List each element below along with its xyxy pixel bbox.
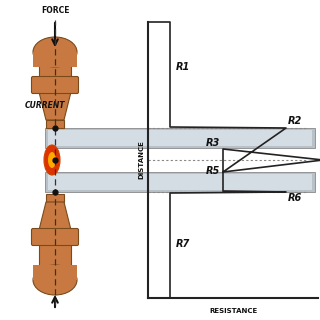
Bar xyxy=(39,42,71,90)
Bar xyxy=(33,265,77,280)
Text: DISTANCE: DISTANCE xyxy=(138,140,144,180)
Bar xyxy=(45,172,315,192)
Text: R1: R1 xyxy=(176,62,190,72)
Bar xyxy=(45,128,315,148)
Text: RESISTANCE: RESISTANCE xyxy=(209,308,257,314)
Bar xyxy=(46,120,64,128)
FancyBboxPatch shape xyxy=(31,228,78,245)
Text: R2: R2 xyxy=(288,116,302,126)
Text: CURRENT: CURRENT xyxy=(25,100,66,109)
Ellipse shape xyxy=(33,265,77,295)
Text: R3: R3 xyxy=(206,138,220,148)
Bar xyxy=(39,230,71,280)
Bar xyxy=(48,130,312,146)
Text: R6: R6 xyxy=(288,193,302,203)
Text: FORCE: FORCE xyxy=(41,6,69,15)
Text: R7: R7 xyxy=(176,239,190,249)
Text: R5: R5 xyxy=(206,166,220,176)
Ellipse shape xyxy=(33,37,77,67)
Ellipse shape xyxy=(44,145,60,175)
Bar xyxy=(33,52,77,67)
Polygon shape xyxy=(39,202,71,230)
FancyBboxPatch shape xyxy=(31,76,78,93)
Bar xyxy=(48,174,312,190)
Ellipse shape xyxy=(48,152,56,168)
Bar xyxy=(46,194,64,202)
Polygon shape xyxy=(39,92,71,120)
